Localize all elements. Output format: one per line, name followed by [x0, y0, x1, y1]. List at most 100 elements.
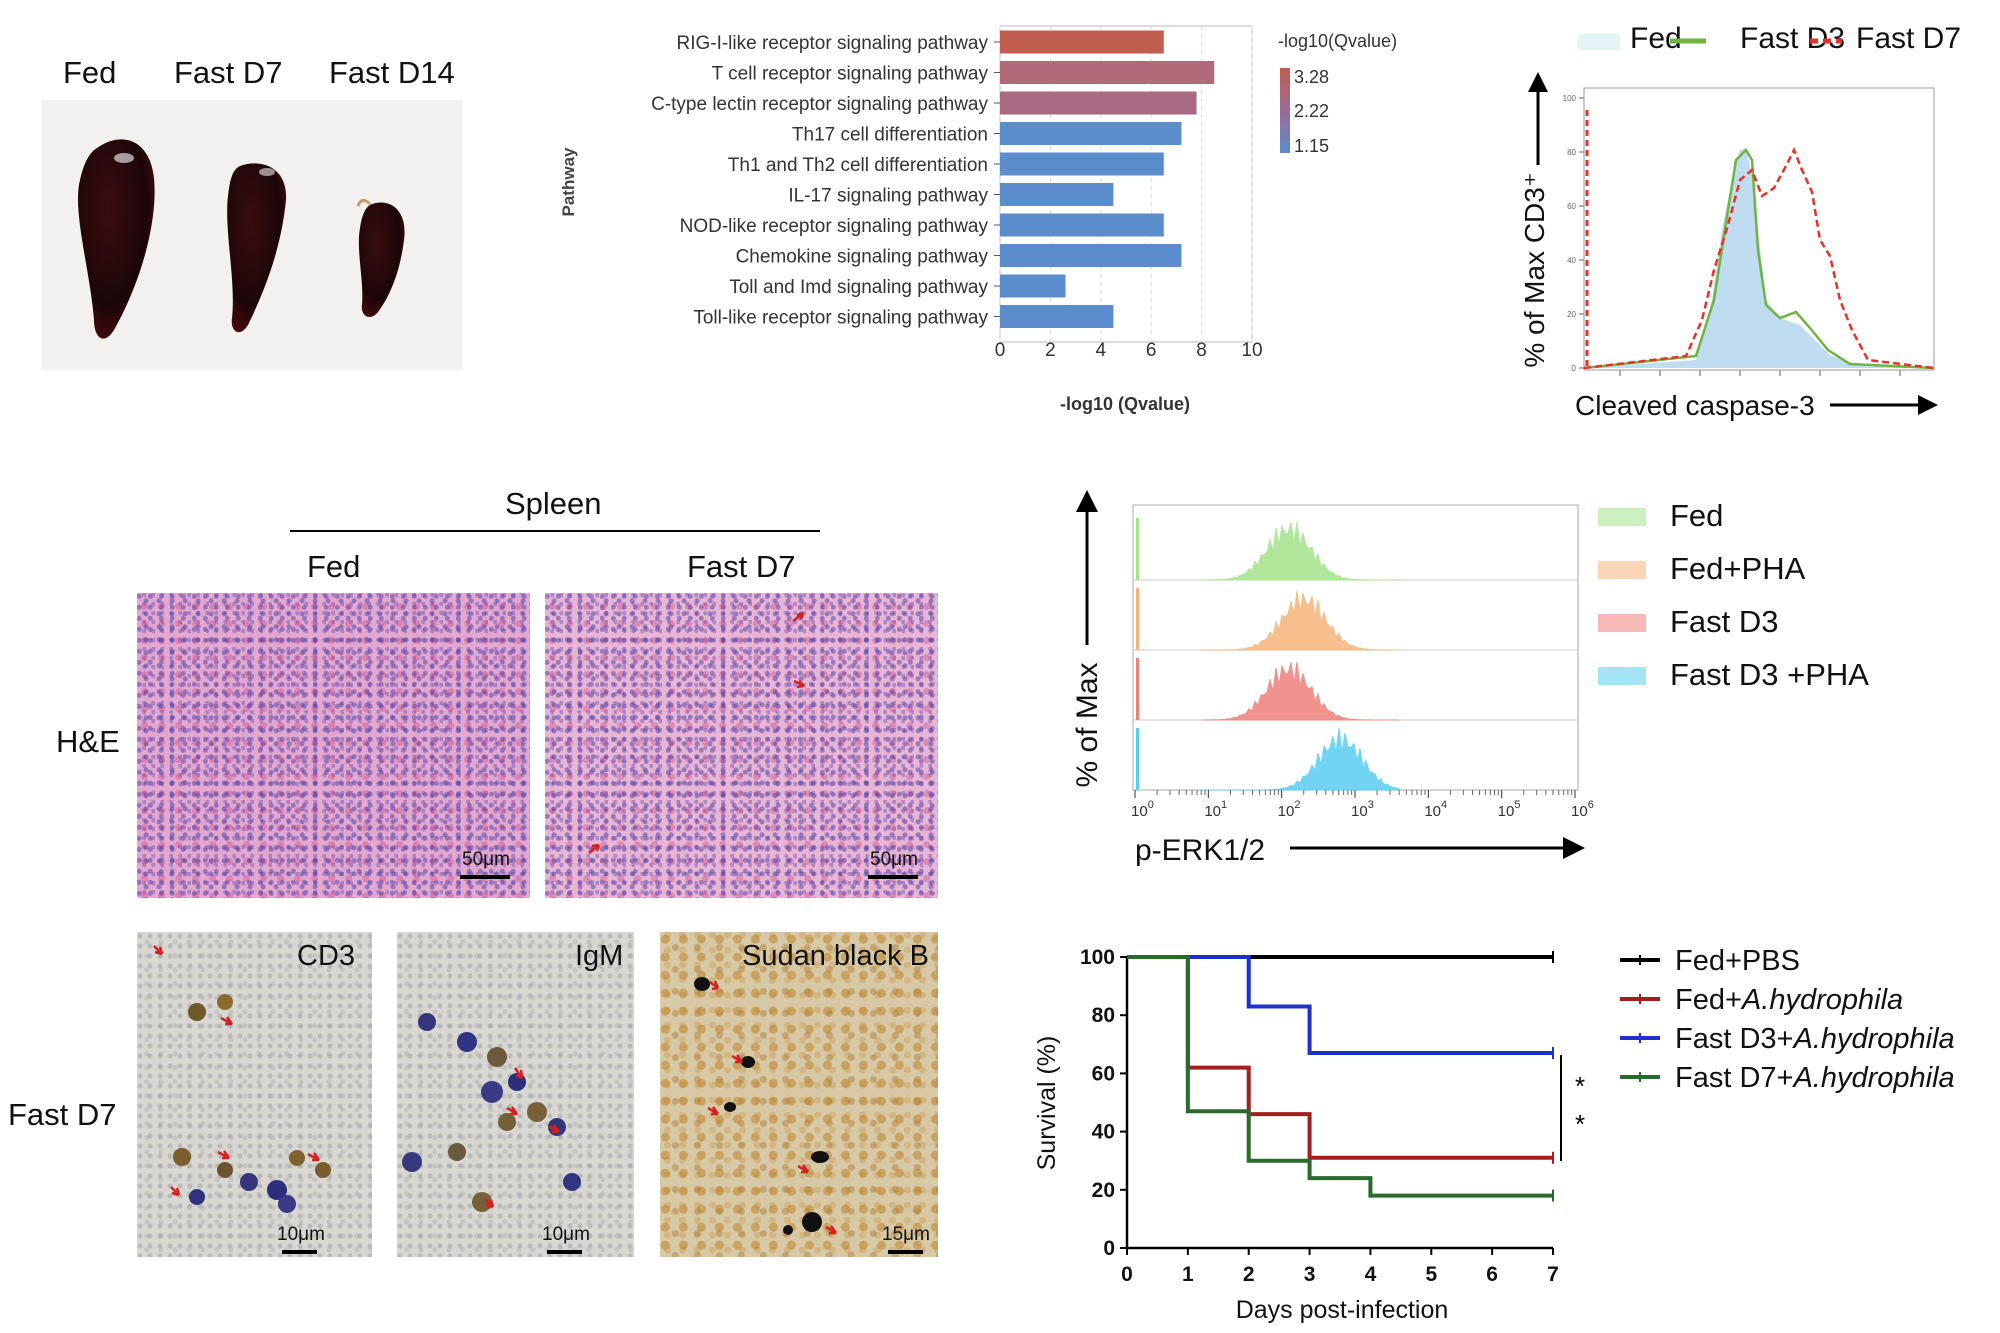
panel-b-bar-chart: Pathway RIG-I-like receptor signaling pa… — [559, 25, 1397, 414]
x-tick-labels: 0 2 4 6 8 10 — [995, 340, 1263, 361]
survival-line — [1127, 955, 1553, 1160]
spleen-title-line — [290, 530, 820, 532]
ihc-image-sudan-black-b: Sudan black B 15μm — [660, 932, 938, 1257]
legend-label: Fast D3 +PHA — [1670, 657, 1869, 692]
scale-bar — [888, 1250, 923, 1254]
scale-label: 50μm — [462, 849, 510, 870]
ihc-label-cd3: CD3 — [297, 940, 356, 972]
x-tick-label: 106 — [1571, 799, 1594, 820]
category-label: T cell receptor signaling pathway — [712, 64, 989, 85]
legend-label: Fed+PBS — [1675, 945, 1800, 977]
spike — [1136, 588, 1139, 650]
scale-bar — [282, 1250, 317, 1254]
legend-swatch — [1598, 614, 1646, 632]
spleen-organs-illustration — [77, 139, 405, 339]
col-label-fast-d7: Fast D7 — [687, 549, 796, 584]
scale-bar — [868, 875, 918, 879]
y-tick-label: 60 — [1092, 1062, 1115, 1085]
bar — [1000, 183, 1114, 206]
axes: 0 20 40 60 80 100 0 1 2 3 4 5 6 7 — [1080, 946, 1559, 1286]
legend-colorbar — [1280, 68, 1290, 153]
x-tick-label: 2 — [1045, 340, 1056, 361]
legend-tick-high: 3.28 — [1294, 67, 1329, 87]
panel-c-xlabel: Cleaved caspase-3 — [1575, 390, 1815, 421]
series-fast-d3-line — [1583, 147, 1935, 370]
x-tick-label: 2 — [1243, 1263, 1255, 1286]
survival-series — [1127, 951, 1554, 1202]
x-tick-label: 8 — [1196, 340, 1207, 361]
category-label: Chemokine signaling pathway — [736, 247, 989, 268]
row-label-he: H&E — [56, 724, 120, 759]
x-tick-label: 100 — [1131, 799, 1154, 820]
category-label: Toll-like receptor signaling pathway — [693, 308, 988, 329]
scale-label: 15μm — [882, 1224, 930, 1245]
x-tick-label: 0 — [1121, 1263, 1133, 1286]
significance-star-1: * — [1575, 1071, 1585, 1101]
legend: Fed Fed+PHA Fast D3 Fast D3 +PHA — [1598, 498, 1869, 692]
y-tick-label: 40 — [1092, 1121, 1115, 1144]
scale-label: 50μm — [870, 849, 918, 870]
category-label: Toll and Imd signaling pathway — [729, 277, 988, 298]
ihc-image-igm: IgM 10μm — [397, 932, 634, 1257]
x-tick-label: 104 — [1424, 799, 1447, 820]
panel-a-label-fed: Fed — [63, 55, 117, 90]
legend-label: Fed+PHA — [1670, 551, 1806, 586]
legend-label: Fast D3+A.hydrophila — [1675, 1023, 1955, 1055]
y-tick-labels: 0 20 40 60 80 100 — [1563, 94, 1584, 373]
col-label-fed: Fed — [307, 549, 361, 584]
scale-bar — [460, 875, 510, 879]
y-tick-label: 0 — [1103, 1237, 1115, 1260]
ihc-image-cd3: CD3 10μm — [137, 932, 372, 1257]
bar — [1000, 274, 1066, 298]
legend: Fed+PBS Fed+A.hydrophila Fast D3+A.hydroph… — [1620, 945, 1955, 1094]
y-tick-label: 0 — [1572, 364, 1577, 373]
legend-label: Fast D7+A.hydrophila — [1675, 1062, 1955, 1094]
stained-cells — [694, 977, 838, 1235]
ihc-label-sudan-black-b: Sudan black B — [742, 940, 930, 972]
histogram — [1201, 728, 1400, 791]
significance-star-2: * — [1575, 1109, 1585, 1139]
x-tick-label: 4 — [1096, 340, 1107, 361]
histogram — [1201, 661, 1399, 721]
y-tick-label: 40 — [1567, 256, 1576, 265]
histogram — [1201, 590, 1399, 651]
panel-g-ylabel: Survival (%) — [1033, 1036, 1061, 1171]
x-tick-label: 6 — [1146, 340, 1157, 361]
x-tick-label: 7 — [1547, 1263, 1559, 1286]
bar — [1000, 30, 1164, 54]
panel-c-ylabel: % of Max CD3⁺ — [1519, 172, 1550, 367]
panel-b-ylabel: Pathway — [559, 147, 578, 217]
panel-f-xlabel: p-ERK1/2 — [1135, 834, 1265, 867]
x-tick-label: 5 — [1425, 1263, 1437, 1286]
y-tick-label: 20 — [1092, 1179, 1115, 1202]
x-arrow-head — [1918, 395, 1938, 415]
x-tick-label: 0 — [995, 340, 1006, 361]
stained-cells — [153, 945, 331, 1213]
legend-tick-mid: 2.22 — [1294, 101, 1329, 121]
panel-f-ylabel: % of Max — [1071, 662, 1104, 787]
spleen-photo — [42, 100, 462, 370]
y-tick-label: 80 — [1567, 148, 1576, 157]
y-tick-label: 100 — [1563, 94, 1577, 103]
category-label: Th1 and Th2 cell differentiation — [728, 155, 988, 176]
panel-g-survival-chart: 0 20 40 60 80 100 0 1 2 3 4 5 6 7 Fed+PBS Fed+A.hydrop… — [1033, 945, 1955, 1324]
category-label: IL-17 signaling pathway — [788, 186, 988, 207]
bars — [1000, 30, 1215, 328]
stained-cells — [402, 1013, 581, 1212]
legend-tick-low: 1.15 — [1294, 136, 1329, 156]
histogram — [1201, 521, 1399, 581]
category-label: RIG-I-like receptor signaling pathway — [676, 33, 988, 54]
survival-line — [1127, 955, 1553, 1198]
bar — [1000, 122, 1182, 145]
bar — [1000, 305, 1114, 328]
he-image-fed: 50μm — [137, 593, 530, 898]
panel-g-xlabel: Days post-infection — [1236, 1296, 1449, 1324]
spike — [1136, 658, 1139, 720]
scale-bar — [547, 1250, 582, 1254]
x-tick-label: 4 — [1365, 1263, 1377, 1286]
x-tick-label: 105 — [1498, 799, 1521, 820]
panel-d-title: Spleen — [505, 486, 602, 521]
legend-swatch — [1598, 561, 1646, 579]
x-tick-label: 3 — [1304, 1263, 1316, 1286]
legend-label: Fed — [1670, 498, 1723, 533]
